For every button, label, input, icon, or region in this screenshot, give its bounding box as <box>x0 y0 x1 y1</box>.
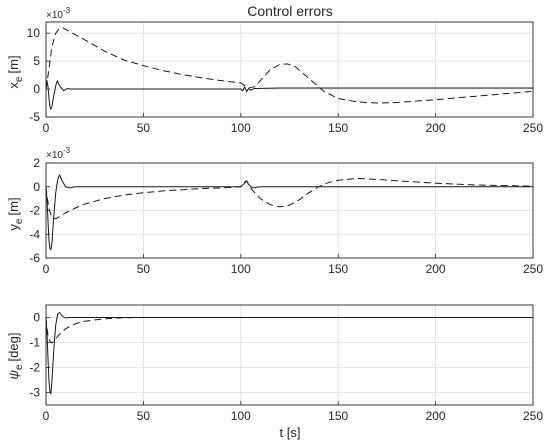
chart-title: Control errors <box>247 3 333 19</box>
x-tick-label: 250 <box>523 121 543 135</box>
axes-frame <box>45 21 534 118</box>
axes-frame <box>45 304 534 406</box>
y-axis-label: ψe[deg] <box>6 333 25 380</box>
series-solid-line <box>45 312 533 395</box>
y-tick-label: -2 <box>29 204 40 218</box>
y-tick-label: 0 <box>33 311 40 325</box>
y-axis-label: ye[m] <box>6 197 25 230</box>
series-dashed-line <box>45 27 534 104</box>
x-tick-label: 200 <box>426 409 446 423</box>
x-tick-label: 250 <box>523 262 543 276</box>
plot-area <box>46 22 533 117</box>
y-tick-label: 5 <box>33 54 40 68</box>
series-solid-line <box>45 80 533 110</box>
x-tick-label: 200 <box>426 121 446 135</box>
y-tick-label: -2 <box>29 361 40 375</box>
y-exponent-label: ×10-3 <box>46 146 71 161</box>
plot-area <box>46 305 533 405</box>
series-dashed-line <box>45 177 534 220</box>
y-axis-label: xe[m] <box>6 55 25 88</box>
x-tick-label: 100 <box>231 262 251 276</box>
x-tick-label: 0 <box>43 121 50 135</box>
y-tick-label: 10 <box>27 26 41 40</box>
y-tick-label: -4 <box>29 227 40 241</box>
x-tick-label: 50 <box>137 121 151 135</box>
x-tick-label: 200 <box>426 262 446 276</box>
x-tick-label: 50 <box>137 409 151 423</box>
y-tick-label: 0 <box>33 180 40 194</box>
x-tick-label: 100 <box>231 121 251 135</box>
y-tick-label: -3 <box>29 386 40 400</box>
x-tick-label: 0 <box>43 262 50 276</box>
axes-frame <box>45 162 534 259</box>
y-tick-label: -5 <box>29 110 40 124</box>
x-tick-label: 150 <box>328 409 348 423</box>
y-tick-label: 2 <box>33 156 40 170</box>
x-tick-label: 50 <box>137 262 151 276</box>
x-tick-label: 250 <box>523 409 543 423</box>
x-tick-label: 0 <box>43 409 50 423</box>
y-tick-label: 0 <box>33 82 40 96</box>
x-tick-label: 150 <box>328 262 348 276</box>
x-axis-label: t [s] <box>280 425 301 440</box>
series-dashed-line <box>45 317 533 344</box>
x-tick-label: 150 <box>328 121 348 135</box>
y-tick-label: -1 <box>29 336 40 350</box>
x-tick-label: 100 <box>231 409 251 423</box>
panel-psie: ψe[deg] t [s] 0 50 100 150 200 250 -3 -2 -1 0 <box>6 304 543 440</box>
panel-ye: ×10-3 ye[m] 0 50 100 150 200 250 -6 -4 -2 0 2 <box>6 146 543 276</box>
y-tick-label: -6 <box>29 251 40 265</box>
y-exponent-label: ×10-3 <box>46 6 71 21</box>
